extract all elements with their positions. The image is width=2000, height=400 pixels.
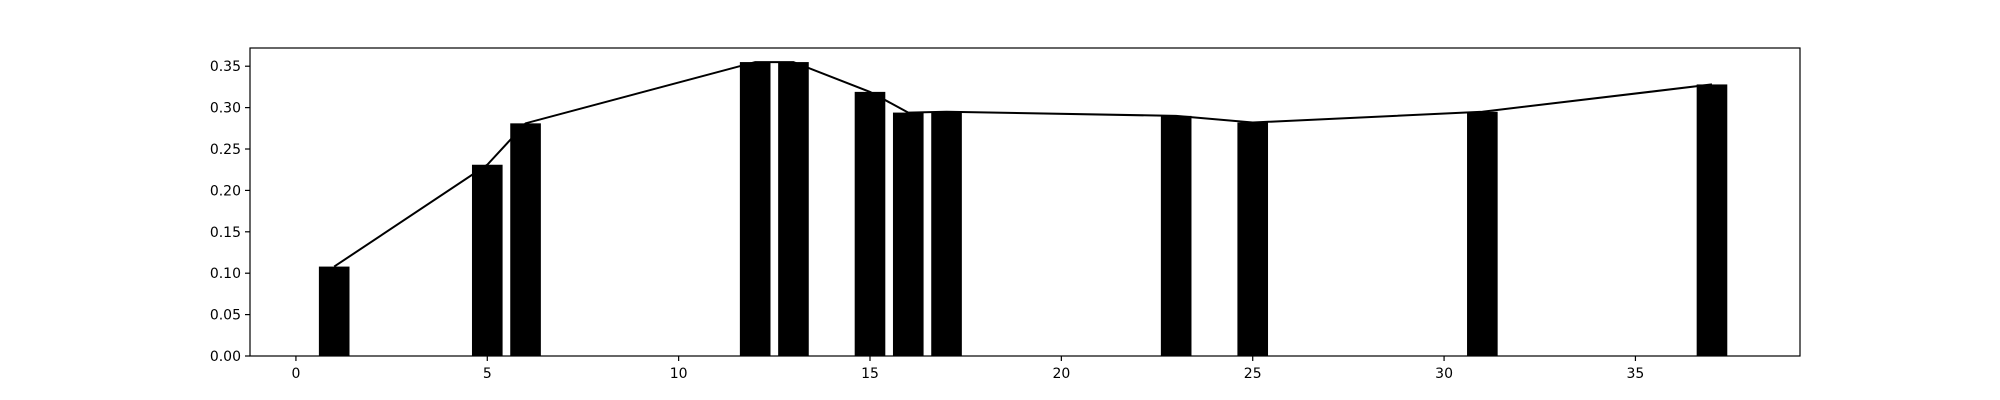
bar-7 xyxy=(931,111,962,356)
x-tick-label-4: 20 xyxy=(1052,366,1070,382)
y-tick-label-0: 0.00 xyxy=(210,349,241,365)
y-tick-label-4: 0.20 xyxy=(210,183,241,199)
x-tick-label-1: 5 xyxy=(483,366,492,382)
series-line xyxy=(333,61,1713,268)
plot-frame xyxy=(249,47,1801,357)
bar-4 xyxy=(778,62,809,357)
x-tick-label-6: 30 xyxy=(1435,366,1453,382)
x-tick-label-5: 25 xyxy=(1244,366,1262,382)
x-tick-label-0: 0 xyxy=(291,366,300,382)
y-axis-ticks: 0.00 0.05 0.10 0.15 0.20 0.25 0.30 0.35 xyxy=(210,59,250,365)
y-tick-label-7: 0.35 xyxy=(210,59,241,75)
y-tick-label-1: 0.05 xyxy=(210,308,241,324)
bar-2 xyxy=(510,123,541,356)
bar-10 xyxy=(1467,111,1498,356)
line-layer xyxy=(333,61,1713,268)
y-tick-label-6: 0.30 xyxy=(210,101,241,117)
bars-layer xyxy=(318,62,1728,357)
y-tick-label-5: 0.25 xyxy=(210,142,241,158)
x-tick-label-3: 15 xyxy=(861,366,879,382)
bar-11 xyxy=(1696,84,1728,356)
bar-9 xyxy=(1237,122,1269,356)
axes-layer xyxy=(249,47,1801,357)
y-tick-label-3: 0.15 xyxy=(210,225,241,241)
x-axis-ticks: 0 5 10 15 20 25 30 35 xyxy=(291,356,1644,382)
x-tick-label-7: 35 xyxy=(1627,366,1645,382)
x-tick-label-2: 10 xyxy=(670,366,688,382)
y-tick-label-2: 0.10 xyxy=(210,266,241,282)
bar-3 xyxy=(739,62,771,357)
bar-5 xyxy=(854,91,886,357)
bar-1 xyxy=(471,164,503,356)
bar-8 xyxy=(1160,115,1192,356)
bar-0 xyxy=(318,266,350,356)
bar-6 xyxy=(892,112,924,356)
